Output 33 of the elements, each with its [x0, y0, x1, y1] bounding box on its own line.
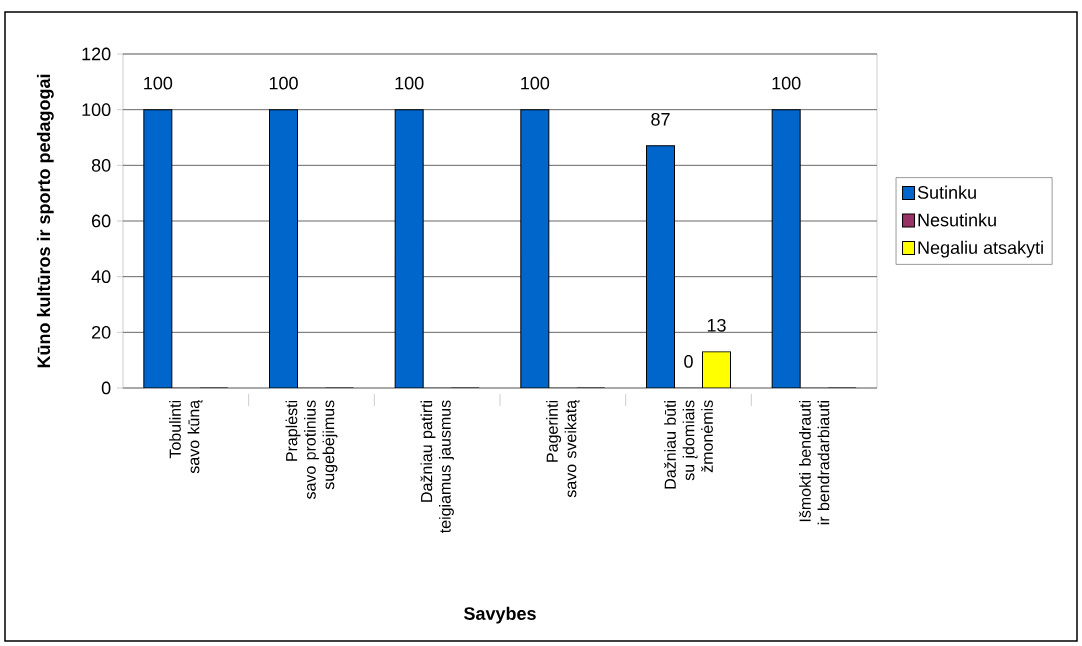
data-label: 0 [684, 355, 693, 368]
x-axis-title: Savybes [463, 606, 536, 624]
bar [646, 145, 675, 388]
legend-label: Negaliu atsakyti [918, 240, 1043, 258]
y-tick-label: 0 [101, 381, 111, 395]
data-label: 100 [521, 76, 550, 90]
x-tick-label: Pagerinti savo sveikatą [546, 399, 580, 498]
bar [771, 109, 801, 388]
legend-label: Nesutinku [918, 213, 996, 227]
bar [520, 109, 550, 388]
y-tick-label: 80 [91, 158, 111, 172]
x-tick-label: Tobulinti savo kūną [169, 399, 203, 474]
legend-label: Sutinku [917, 185, 976, 199]
data-label: 87 [651, 112, 670, 126]
data-label: 100 [772, 76, 801, 90]
bar [702, 351, 731, 388]
y-tick-label: 60 [92, 214, 111, 228]
x-tick-label: Išmokti bendrauti ir bendradarbiauti [799, 400, 830, 525]
data-label: 100 [144, 76, 173, 90]
x-tick-label: Dažniau patirti teigiamus jausmus [420, 400, 454, 534]
data-label: 100 [269, 76, 298, 90]
y-tick-label: 120 [82, 47, 111, 61]
x-tick-label: Dažniau būti su įdomiais žmonėmis [664, 400, 713, 489]
y-axis-title: Kūno kultūros ir sporto pedagogai [36, 74, 54, 368]
bar [143, 109, 172, 388]
y-tick-label: 40 [91, 270, 111, 284]
data-label: 13 [707, 318, 726, 332]
y-tick-label: 100 [82, 103, 111, 117]
x-tick-label: Praplėsti savo protinius sugebėjimus [285, 400, 338, 500]
bar [394, 109, 424, 388]
y-tick-label: 20 [92, 325, 111, 339]
data-label: 100 [395, 76, 424, 90]
bar [269, 109, 298, 388]
